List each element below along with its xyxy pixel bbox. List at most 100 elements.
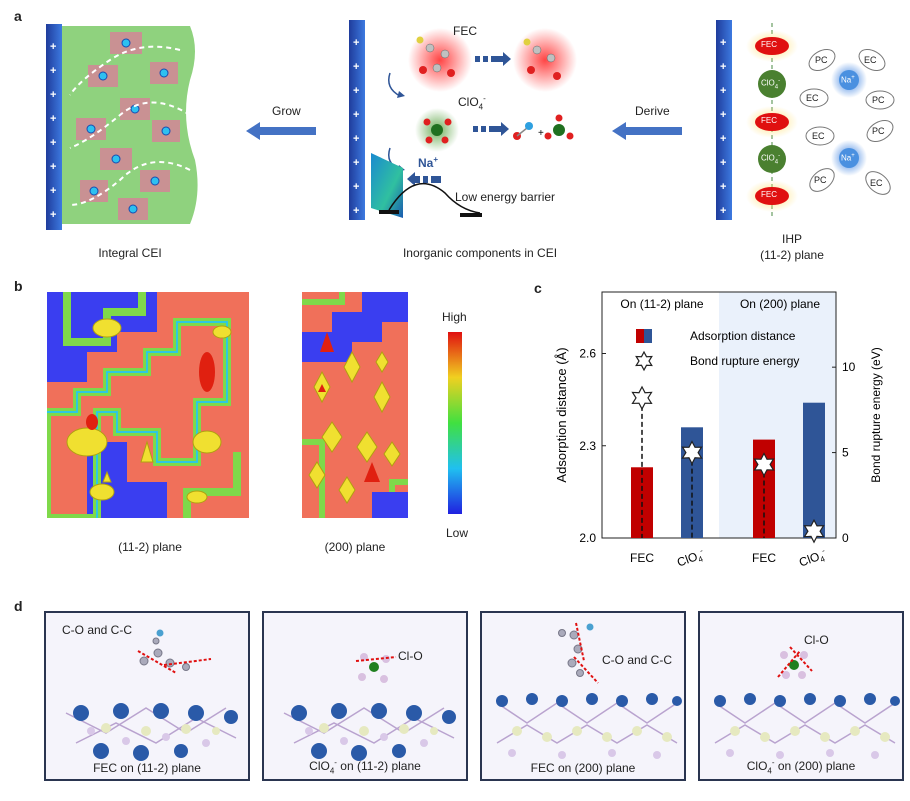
svg-text:+: + xyxy=(50,161,56,173)
legend-bond-label: Bond rupture energy xyxy=(690,354,799,368)
electrode-bar xyxy=(46,24,62,230)
na-label: Na+ xyxy=(418,155,439,170)
inorganic-components-illustration: + + + + + + + + + xyxy=(349,20,577,220)
y2-tick-label-2: 10 xyxy=(842,360,856,374)
ihp-clo4-2 xyxy=(758,145,786,173)
ihp-clo4-1 xyxy=(758,70,786,98)
annotation-cl-o-2: Cl-O xyxy=(804,633,829,647)
svg-text:+: + xyxy=(720,61,726,73)
star-3 xyxy=(803,518,825,544)
caption-clo4-11-2: ClO4- on (11-2) plane xyxy=(309,757,421,775)
structure-fec-11-2-svg xyxy=(65,629,238,761)
svg-text:+: + xyxy=(50,41,56,53)
panel-b-label: b xyxy=(14,278,23,294)
star-1 xyxy=(681,440,703,465)
integral-cei-caption: Integral CEI xyxy=(98,246,162,260)
y-axis-label: Adsorption distance (Å) xyxy=(554,347,569,482)
ihp-fec-2 xyxy=(755,113,789,131)
legend-swatch-blue xyxy=(644,329,652,343)
contour-map-11-2 xyxy=(47,292,249,518)
star-0 xyxy=(631,385,653,411)
annotation-co-cc-1: C-O and C-C xyxy=(62,623,133,637)
y-tick-label-2: 2.6 xyxy=(579,347,596,361)
svg-text:+: + xyxy=(50,89,56,101)
structure-panel-fec-11-2: C-O and C-C FEC on (11-2) plane xyxy=(44,611,250,781)
legend-adsorption-label: Adsorption distance xyxy=(690,329,796,343)
y2-tick-label-1: 5 xyxy=(842,446,849,460)
x-label-2: FEC xyxy=(752,551,776,565)
x-label-1: ClO4- xyxy=(675,546,707,572)
derive-label: Derive xyxy=(635,104,670,118)
group-label-2: On (200) plane xyxy=(740,297,820,311)
structure-panel-clo4-200: Cl-O ClO4- on (200) plane xyxy=(698,611,904,781)
x-label-3: ClO4- xyxy=(797,546,829,572)
derive-arrow xyxy=(612,122,682,140)
svg-text:+: + xyxy=(720,85,726,97)
svg-text:+: + xyxy=(353,37,359,49)
ec-label-1: EC xyxy=(864,55,877,65)
group-label-1: On (11-2) plane xyxy=(620,297,703,311)
y2-tick-label-0: 0 xyxy=(842,531,849,545)
svg-text:+: + xyxy=(50,113,56,125)
inorganic-components-caption: Inorganic components in CEI xyxy=(402,246,558,260)
svg-text:+: + xyxy=(353,85,359,97)
low-energy-barrier-label: Low energy barrier xyxy=(455,190,556,204)
clo4-label: ClO4- xyxy=(458,94,486,112)
ihp-clo4-label-2: ClO4- xyxy=(761,153,781,166)
integral-cei-illustration: + + + + + + + + xyxy=(46,24,198,230)
ihp-caption: IHP xyxy=(781,232,802,246)
caption-fec-11-2: FEC on (11-2) plane xyxy=(93,761,201,775)
plot-frame xyxy=(601,291,837,539)
ihp-illustration: + + + + + + + + xyxy=(716,20,895,220)
pc-label-1: PC xyxy=(815,55,828,65)
svg-text:+: + xyxy=(50,185,56,197)
map-200-caption: (200) plane xyxy=(324,540,386,554)
svg-text:+: + xyxy=(720,133,726,145)
bar-3 xyxy=(803,402,825,538)
svg-text:+: + xyxy=(353,205,359,217)
grow-label: Grow xyxy=(272,104,301,118)
annotation-cl-o-1: Cl-O xyxy=(398,649,423,663)
colorbar xyxy=(448,332,462,514)
contour-map-200 xyxy=(302,292,408,518)
solvated-na-1 xyxy=(839,70,859,90)
ec-label-3: EC xyxy=(812,131,825,141)
ihp-fec-label-3: FEC xyxy=(761,190,777,199)
svg-text:+: + xyxy=(353,181,359,193)
svg-text:+: + xyxy=(50,209,56,221)
ec-label-2: EC xyxy=(806,93,819,103)
y-tick-label-0: 2.0 xyxy=(579,531,596,545)
legend-swatch-red xyxy=(636,329,644,343)
crystal-surface xyxy=(371,153,403,218)
caption-fec-200: FEC on (200) plane xyxy=(530,761,636,775)
na-ion-label-1: Na+ xyxy=(841,75,855,85)
bar-chart: 2.0 2.3 2.6 0 5 10 FEC ClO4- FEC ClO4- On (11-2… xyxy=(554,291,883,572)
svg-text:+: + xyxy=(50,65,56,77)
panel-c-label: c xyxy=(534,280,542,296)
structure-clo4-11-2-svg xyxy=(283,653,456,761)
ec-label-4: EC xyxy=(870,178,883,188)
fec-molecule-glow xyxy=(408,28,472,92)
svg-text:+: + xyxy=(353,109,359,121)
electrode-bar xyxy=(716,20,732,220)
pc-label-3: PC xyxy=(872,126,885,136)
structure-panel-fec-200: C-O and C-C FEC on (200) plane xyxy=(480,611,686,781)
ihp-fec-3 xyxy=(755,187,789,205)
caption-clo4-200: ClO4- on (200) plane xyxy=(746,757,856,775)
grow-arrow xyxy=(246,122,316,140)
ihp-fec-label-1: FEC xyxy=(761,40,777,49)
structure-panel-clo4-11-2: Cl-O ClO4- on (11-2) plane xyxy=(262,611,468,781)
map-11-2-caption: (11-2) plane xyxy=(118,540,182,554)
svg-text:+: + xyxy=(353,133,359,145)
svg-text:+: + xyxy=(720,181,726,193)
y2-axis-label: Bond rupture energy (eV) xyxy=(869,347,883,482)
solvated-na-2 xyxy=(839,148,859,168)
pc-label-2: PC xyxy=(872,95,885,105)
x-label-0: FEC xyxy=(630,551,654,565)
panel-a-label: a xyxy=(14,8,22,24)
svg-text:+: + xyxy=(353,157,359,169)
structure-fec-200-svg xyxy=(496,622,682,759)
annotation-co-cc-2: C-O and C-C xyxy=(602,653,673,667)
pc-label-4: PC xyxy=(814,175,827,185)
svg-text:+: + xyxy=(538,128,544,139)
